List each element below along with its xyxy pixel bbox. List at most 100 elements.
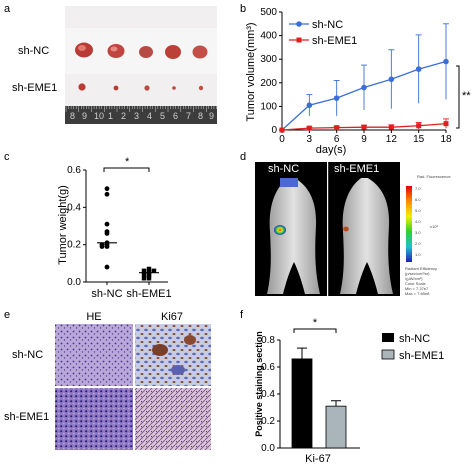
data-point xyxy=(279,127,285,133)
mouse-sh-nc xyxy=(267,178,320,294)
legend: sh-NC sh-EME1 xyxy=(289,19,357,47)
data-point xyxy=(104,221,110,227)
legend-marker-sh-eme1 xyxy=(296,37,302,43)
x-tick-label: 3 xyxy=(307,134,313,145)
panel-e-letter: e xyxy=(4,309,10,321)
data-point xyxy=(388,124,394,130)
row-label-sh-nc: sh-NC xyxy=(12,349,43,361)
ruler-digit: 1 xyxy=(108,111,113,121)
significance-bracket xyxy=(293,328,337,333)
y-tick-label: 0.0 xyxy=(67,277,81,288)
panel-c: c 0.0 0.2 0.4 0.6 sh-NC sh-EME1 Tumor weight(… xyxy=(4,151,172,300)
data-point xyxy=(306,102,313,109)
y-tick-label: 0.4 xyxy=(67,202,81,213)
x-tick-label: 12 xyxy=(386,134,398,145)
colorbar: Rad. Fluorescence 7.0 6.0 5.0 4.0 3.0 2.… xyxy=(402,162,452,296)
data-point xyxy=(99,244,105,249)
data-point xyxy=(151,268,157,273)
data-point xyxy=(306,125,312,131)
mouse-sh-eme1 xyxy=(340,178,393,294)
legend-label-sh-nc: sh-NC xyxy=(399,333,430,345)
image-label-sh-eme1: sh-EME1 xyxy=(334,163,379,175)
colorbar-tick: 2.0 xyxy=(415,241,421,246)
colorbar-note: Max = 7.65e8 xyxy=(405,291,430,296)
significance-label: * xyxy=(125,156,130,168)
x-axis-label: day(s) xyxy=(316,144,347,156)
panel-e: e HE Ki67 sh-NC sh-EME1 xyxy=(4,309,211,450)
bar-sh-nc xyxy=(291,358,313,449)
ruler-digit: 2 xyxy=(121,111,126,121)
panel-b: b 0 100 200 300 400 500 0 3 6 9 12 15 18 day(s) Tumo… xyxy=(240,3,471,156)
ruler-digit: 4 xyxy=(147,111,152,121)
colorbar-unit: x10⁸ xyxy=(430,224,438,229)
legend-label-sh-nc: sh-NC xyxy=(312,19,343,31)
x-tick-label: 9 xyxy=(361,134,367,145)
data-point xyxy=(146,276,152,281)
colorbar-note: Color Scale xyxy=(405,281,426,286)
ruler-digit: 7 xyxy=(186,111,191,121)
y-tick-label: 200 xyxy=(260,78,277,89)
x-tick-label: 6 xyxy=(334,134,340,145)
data-point xyxy=(416,123,422,129)
x-tick-label: sh-EME1 xyxy=(126,288,171,300)
panel-f: f 0.0 0.2 0.4 0.6 0.8 Ki-67 Positive stainin… xyxy=(240,309,444,465)
row-label-sh-eme1: sh-EME1 xyxy=(12,82,57,94)
data-point xyxy=(415,66,422,72)
y-tick-label: 0.0 xyxy=(261,443,275,454)
fluorescence-hotspot xyxy=(274,225,286,235)
y-axis-label: Tumor volume(mm³) xyxy=(245,22,257,121)
colorbar-note: Min = 7.37e7 xyxy=(405,286,429,291)
colorbar-note: (p/sec/cm²/sr) xyxy=(405,271,430,276)
he-image-sh-nc xyxy=(55,324,133,386)
x-axis-label: Ki-67 xyxy=(305,453,331,465)
image-label-sh-nc: sh-NC xyxy=(268,163,299,175)
data-point xyxy=(443,121,449,127)
y-tick-label: 100 xyxy=(260,101,277,112)
legend-label-sh-eme1: sh-EME1 xyxy=(312,35,357,47)
y-tick-label: 0.4 xyxy=(261,389,275,400)
data-point xyxy=(104,191,110,197)
panel-f-letter: f xyxy=(240,309,244,321)
x-tick-label: 15 xyxy=(413,134,425,145)
y-tick-label: 0.2 xyxy=(261,416,275,427)
legend-swatch-sh-nc xyxy=(382,333,394,342)
ruler-digit: 8 xyxy=(198,111,203,121)
data-point xyxy=(141,272,147,277)
colorbar-tick: 1.0 xyxy=(415,252,421,257)
significance-label: * xyxy=(313,317,318,329)
significance-label: ** xyxy=(462,90,471,102)
legend-swatch-sh-eme1 xyxy=(381,349,395,360)
y-tick-label: 0 xyxy=(271,125,277,136)
ki67-image-sh-eme1 xyxy=(135,388,211,450)
y-tick-label: 500 xyxy=(260,7,277,18)
colorbar-tick: 4.0 xyxy=(415,219,421,224)
data-point xyxy=(361,84,367,91)
ruler: 8 9 10 1 2 3 4 5 6 7 8 9 xyxy=(65,106,217,124)
colorbar-note: /(µW/cm²) xyxy=(405,276,423,281)
y-tick-label: 0.6 xyxy=(261,362,275,373)
data-point xyxy=(334,125,340,131)
ruler-digit: 8 xyxy=(70,111,75,121)
panel-a: a sh-NC sh-EME1 8 9 10 1 2 3 xyxy=(4,3,217,124)
colorbar-title: Rad. Fluorescence xyxy=(417,174,451,179)
ki67-image-sh-nc xyxy=(135,324,211,386)
y-tick-label: 0.2 xyxy=(67,240,81,251)
y-tick-label: 0.8 xyxy=(261,335,275,346)
tumor-photo xyxy=(65,6,217,106)
tumor-volume-chart: 0 100 200 300 400 500 0 3 6 9 12 15 18 xyxy=(260,7,452,145)
data-point xyxy=(141,268,147,273)
data-point xyxy=(104,244,110,249)
legend: sh-NC sh-EME1 xyxy=(381,333,444,362)
colorbar-tick: 7.0 xyxy=(415,186,421,191)
panel-a-letter: a xyxy=(4,3,11,15)
colorbar-tick: 3.0 xyxy=(415,230,421,235)
colorbar-gradient xyxy=(406,186,412,262)
column-label-he: HE xyxy=(86,311,101,323)
he-image-sh-eme1 xyxy=(55,388,133,450)
positive-staining-chart: 0.0 0.2 0.4 0.6 0.8 xyxy=(261,335,360,454)
y-axis-label: Positive staining section xyxy=(254,331,264,437)
data-point xyxy=(443,58,449,65)
ruler-digit: 9 xyxy=(82,111,87,121)
legend-label-sh-eme1: sh-EME1 xyxy=(399,350,444,362)
